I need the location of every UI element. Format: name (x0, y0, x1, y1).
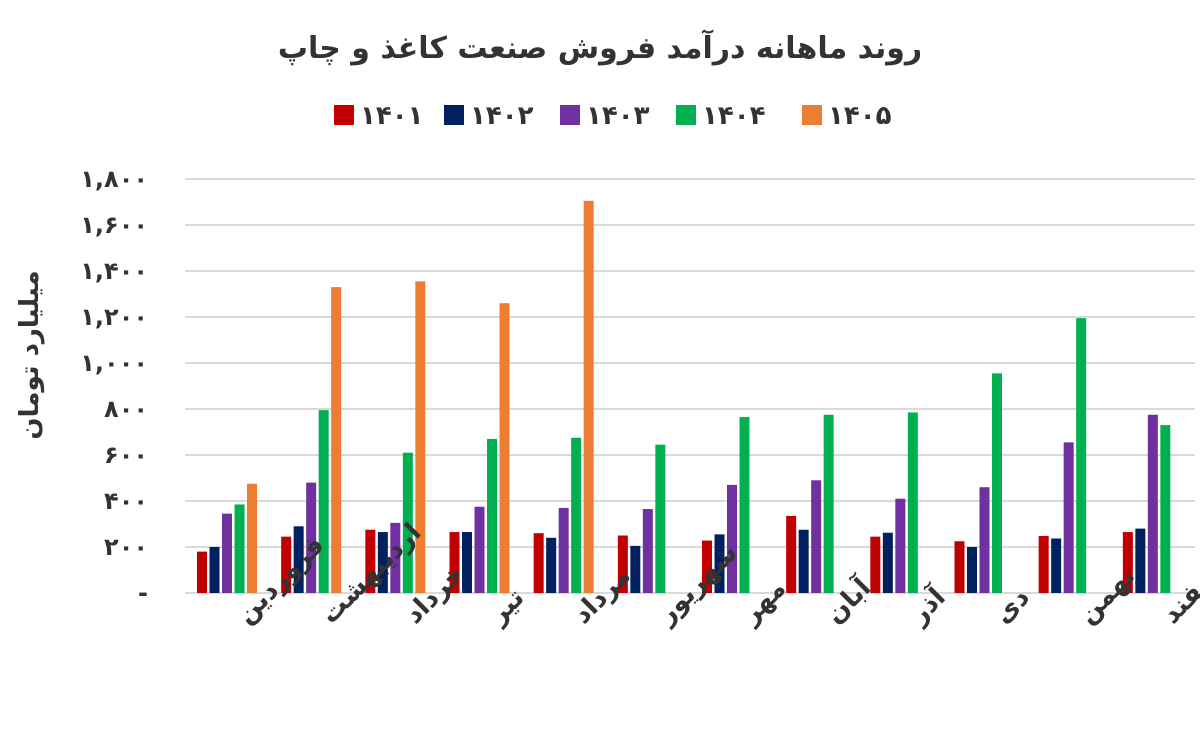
bar (583, 200, 594, 593)
bar (197, 551, 207, 593)
bar (209, 547, 220, 593)
y-axis-label: میلیارد تومان (15, 270, 45, 439)
bar (462, 532, 472, 593)
bar (247, 483, 257, 593)
bar (992, 373, 1002, 593)
bar (449, 532, 460, 593)
bar (571, 437, 582, 593)
bar (895, 498, 906, 593)
legend-swatch (802, 105, 822, 125)
bar (907, 412, 918, 593)
bar (306, 482, 317, 593)
legend-label: ۱۴۰۱ (360, 101, 423, 131)
bar (823, 414, 834, 593)
y-tick-label: ۸۰۰ (104, 395, 148, 423)
bar (714, 534, 725, 593)
legend-label: ۱۴۰۳ (586, 101, 650, 131)
y-axis-ticks: - ۲۰۰ ۴۰۰ ۶۰۰ ۸۰۰ ۱,۰۰۰ ۱,۲۰۰ ۱,۴۰۰ ۱,۶۰۰ ۱,۸۰۰ (80, 165, 148, 607)
bar (487, 438, 497, 593)
bar (811, 480, 822, 593)
chart-title: روند ماهانه درآمد فروش صنعت کاغذ و چاپ (278, 29, 922, 66)
legend-swatch (334, 105, 354, 125)
legend-label: ۱۴۰۴ (702, 101, 765, 131)
bar (318, 410, 329, 593)
bar (870, 536, 881, 593)
bar (1038, 535, 1049, 593)
legend-swatch (444, 105, 464, 125)
y-tick-label: ۱,۶۰۰ (80, 211, 148, 239)
bar (702, 540, 712, 593)
bar (234, 504, 245, 593)
legend-label: ۱۴۰۲ (470, 101, 534, 131)
y-tick-label: ۶۰۰ (104, 441, 148, 469)
bar (293, 526, 304, 593)
bar (415, 281, 426, 593)
bar (533, 533, 544, 593)
bar (1063, 442, 1074, 593)
bars (197, 200, 1171, 593)
bar (798, 529, 809, 593)
legend: ۱۴۰۱ ۱۴۰۲ ۱۴۰۳ ۱۴۰۴ ۱۴۰۵ (334, 101, 892, 131)
bar (1122, 532, 1133, 593)
bar (281, 536, 292, 593)
bar (546, 537, 557, 593)
legend-swatch (560, 105, 580, 125)
bar (1135, 528, 1146, 593)
bar (390, 522, 401, 593)
y-tick-label: ۱,۲۰۰ (80, 303, 148, 331)
y-tick-label: - (138, 579, 148, 607)
bar (1147, 414, 1158, 593)
bar (630, 545, 641, 593)
y-tick-label: ۴۰۰ (104, 487, 148, 515)
gridlines (185, 178, 1195, 594)
bar (727, 484, 737, 593)
bar (882, 532, 893, 593)
bar (967, 547, 977, 593)
bar (474, 506, 485, 593)
bar (499, 303, 510, 593)
y-tick-label: ۱,۴۰۰ (80, 257, 148, 285)
bar (655, 444, 666, 593)
bar (786, 515, 797, 593)
bar (365, 529, 376, 593)
legend-label: ۱۴۰۵ (828, 101, 892, 131)
legend-swatch (676, 105, 696, 125)
bar (954, 541, 965, 593)
bar (1051, 538, 1062, 593)
bar (617, 535, 628, 593)
bar (1076, 318, 1087, 593)
bar (739, 417, 750, 593)
bar (642, 509, 653, 593)
y-tick-label: ۱,۰۰۰ (80, 349, 148, 377)
y-tick-label: ۱,۸۰۰ (80, 165, 148, 193)
bar (558, 507, 569, 593)
bar (222, 513, 232, 593)
bar (979, 487, 990, 593)
bar (402, 452, 413, 593)
bar (1160, 425, 1171, 593)
bar (377, 532, 388, 593)
y-tick-label: ۲۰۰ (104, 533, 148, 561)
bar (331, 287, 342, 593)
